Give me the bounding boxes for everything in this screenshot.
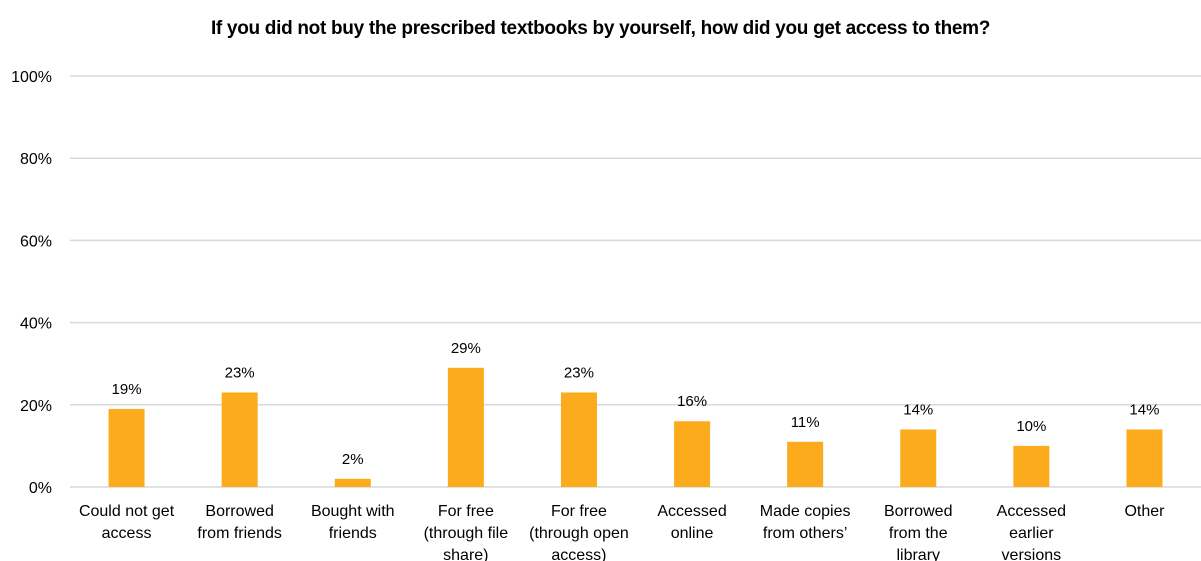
bar	[787, 441, 824, 487]
category-label: For free (through file share)	[424, 503, 509, 561]
data-label: 14%	[903, 401, 933, 418]
data-label: 23%	[564, 364, 594, 381]
y-tick-label: 20%	[20, 398, 52, 415]
category-label: Borrowed from friends	[197, 503, 281, 542]
category-label: Could not get access	[79, 503, 175, 542]
bar	[1126, 429, 1163, 487]
data-label: 16%	[677, 393, 707, 410]
data-label: 29%	[451, 340, 481, 357]
x-axis-category-labels: Could not get access Borrowed from friends B…	[79, 503, 1165, 561]
data-labels: 19% 23% 2% 29% 23% 16% 11% 14% 10% 14%	[112, 340, 1160, 468]
data-label: 2%	[342, 451, 364, 468]
category-label: For free (through open access)	[529, 503, 629, 561]
bar	[900, 429, 937, 487]
category-label: Bought with friends	[311, 503, 395, 542]
data-label: 23%	[225, 364, 255, 381]
category-label: Accessed earlier versions	[997, 503, 1066, 561]
bar	[447, 367, 484, 487]
category-label: Made copies from others’	[760, 503, 851, 542]
y-tick-label: 60%	[20, 233, 52, 250]
category-label: Other	[1124, 503, 1165, 520]
data-label: 14%	[1129, 401, 1159, 418]
bar	[560, 392, 597, 487]
data-label: 11%	[791, 414, 820, 431]
y-tick-label: 40%	[20, 316, 52, 333]
chart-title: If you did not buy the prescribed textbo…	[210, 18, 991, 39]
y-tick-label: 100%	[11, 69, 52, 86]
y-axis-tick-labels: 0% 20% 40% 60% 80% 100%	[11, 69, 52, 497]
data-label: 10%	[1016, 418, 1046, 435]
bar	[108, 408, 145, 487]
bars	[108, 367, 1163, 487]
category-label: Borrowed from the library	[884, 503, 952, 561]
bar	[1013, 445, 1050, 487]
data-label: 19%	[112, 381, 142, 398]
y-tick-label: 80%	[20, 151, 52, 168]
category-label: Accessed online	[657, 503, 726, 542]
bar	[221, 392, 258, 487]
bar	[334, 478, 371, 487]
gridlines	[70, 75, 1201, 488]
bar	[674, 421, 711, 487]
y-tick-label: 0%	[29, 480, 52, 497]
